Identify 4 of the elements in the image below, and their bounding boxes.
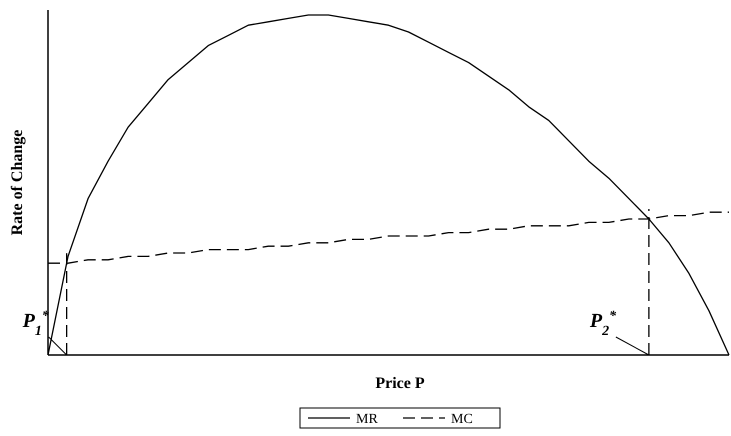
legend-label: MC xyxy=(451,412,473,427)
x-axis-title: Price P xyxy=(375,375,425,392)
y-axis-title: Rate of Change xyxy=(9,130,26,236)
legend-label: MR xyxy=(356,412,378,427)
